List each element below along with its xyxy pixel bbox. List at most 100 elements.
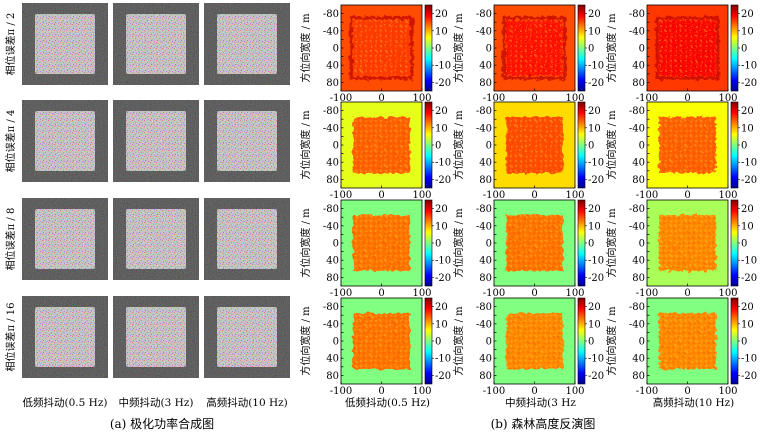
y-axis-label: 方位向宽度 / m: [605, 13, 618, 83]
y-tick-label: 0: [486, 44, 492, 55]
y-tick-label: 0: [639, 239, 645, 250]
x-tick-label: 0: [531, 288, 537, 299]
colorbar-tick-label: 20: [741, 302, 754, 313]
column-label-b: 低频抖动(0.5 Hz): [345, 396, 430, 409]
forest-speckle: [35, 209, 95, 269]
y-tick-label: -40: [629, 26, 645, 37]
x-tick-label: 100: [412, 190, 431, 201]
y-tick-label: 40: [479, 158, 492, 169]
colorbar-tick-label: -10: [435, 354, 451, 365]
forest-texture: [659, 20, 716, 76]
colorbar-tick-label: -20: [435, 371, 451, 382]
y-tick-label: 0: [333, 239, 339, 250]
colorbar: [424, 199, 433, 287]
colorbar-tick-label: 20: [588, 9, 601, 20]
colorbar-tick-label: 10: [588, 221, 601, 232]
row-label: 相位误差π / 4: [4, 110, 17, 173]
y-tick-label: -80: [476, 106, 492, 117]
y-tick-label: 40: [479, 61, 492, 72]
colorbar: [424, 101, 433, 189]
y-tick-label: 40: [326, 158, 339, 169]
colorbar-tick-label: 20: [435, 106, 448, 117]
y-tick-label: 80: [632, 371, 645, 382]
y-tick-label: -40: [476, 26, 492, 37]
power-image: [22, 198, 108, 280]
y-tick-label: 0: [639, 44, 645, 55]
y-tick-label: 0: [639, 141, 645, 152]
column-label-a: 中频抖动(3 Hz): [119, 396, 194, 409]
y-tick-label: 80: [326, 78, 339, 89]
colorbar-tick-label: 10: [435, 26, 448, 37]
y-axis-label: 方位向宽度 / m: [452, 306, 465, 376]
colorbar-tick-label: 10: [741, 319, 754, 330]
x-tick-label: -100: [330, 288, 352, 299]
forest-speckle: [217, 14, 277, 74]
forest-speckle: [217, 307, 277, 367]
y-tick-label: 80: [326, 175, 339, 186]
colorbar-tick-label: 20: [588, 204, 601, 215]
y-tick-label: -80: [476, 302, 492, 313]
colorbar-tick-label: 20: [741, 9, 754, 20]
colorbar-tick-label: -20: [588, 371, 604, 382]
y-tick-label: -40: [476, 123, 492, 134]
colorbar-tick-label: 0: [588, 44, 594, 55]
colorbar-tick-label: 0: [435, 44, 441, 55]
x-tick-label: 100: [412, 93, 431, 104]
forest-texture: [659, 215, 716, 271]
x-tick-label: 100: [412, 386, 431, 397]
power-image: [113, 3, 199, 85]
x-tick-label: 100: [718, 288, 737, 299]
colorbar-tick-label: 10: [435, 123, 448, 134]
power-image: [204, 198, 290, 280]
x-tick-label: 100: [565, 93, 584, 104]
x-tick-label: -100: [483, 288, 505, 299]
forest-texture: [353, 215, 410, 271]
forest-texture: [659, 313, 716, 369]
x-tick-label: 0: [684, 288, 690, 299]
x-tick-label: -100: [330, 93, 352, 104]
colorbar: [730, 101, 739, 189]
power-image: [113, 100, 199, 182]
x-tick-label: 0: [531, 386, 537, 397]
x-tick-label: 100: [718, 190, 737, 201]
y-tick-label: -40: [323, 26, 339, 37]
x-tick-label: -100: [483, 93, 505, 104]
power-image: [22, 100, 108, 182]
y-axis-label: 方位向宽度 / m: [299, 110, 312, 180]
x-tick-label: -100: [636, 190, 658, 201]
colorbar-tick-label: 20: [435, 302, 448, 313]
power-image: [113, 198, 199, 280]
y-axis-label: 方位向宽度 / m: [452, 110, 465, 180]
y-axis-label: 方位向宽度 / m: [299, 13, 312, 83]
y-tick-label: 40: [632, 354, 645, 365]
y-tick-label: 80: [326, 273, 339, 284]
power-image: [204, 100, 290, 182]
y-tick-label: -80: [629, 302, 645, 313]
y-tick-label: 40: [326, 354, 339, 365]
x-tick-label: 0: [378, 288, 384, 299]
colorbar-tick-label: -20: [435, 273, 451, 284]
colorbar-tick-label: -10: [588, 158, 604, 169]
x-tick-label: 0: [378, 190, 384, 201]
forest-texture: [506, 313, 563, 369]
colorbar: [730, 297, 739, 385]
caption-b: (b) 森林高度反演图: [491, 416, 596, 431]
x-tick-label: 100: [412, 288, 431, 299]
forest-edge: [502, 16, 567, 80]
colorbar-tick-label: 0: [435, 141, 441, 152]
colorbar-tick-label: -10: [588, 256, 604, 267]
y-tick-label: 80: [632, 78, 645, 89]
colorbar-tick-label: 20: [588, 302, 601, 313]
colorbar-tick-label: 0: [588, 337, 594, 348]
forest-speckle: [126, 209, 186, 269]
y-tick-label: 40: [632, 256, 645, 267]
column-label-a: 低频抖动(0.5 Hz): [23, 396, 108, 409]
x-tick-label: 0: [684, 190, 690, 201]
y-tick-label: -80: [476, 9, 492, 20]
